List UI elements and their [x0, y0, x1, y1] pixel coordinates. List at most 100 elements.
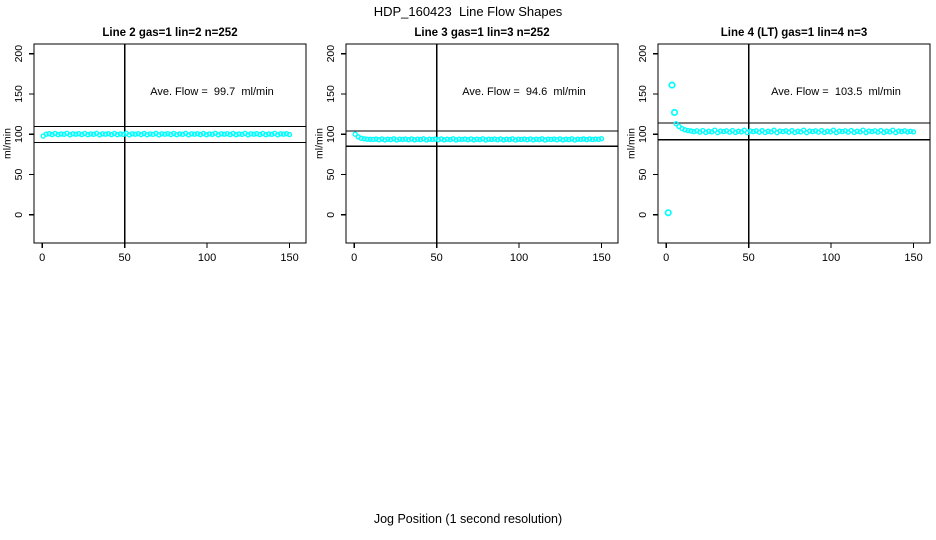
data-point: [283, 130, 290, 137]
data-point: [907, 128, 914, 135]
data-point: [373, 136, 379, 142]
y-tick-label: 0: [13, 212, 25, 218]
data-point: [542, 137, 548, 143]
data-point: [376, 137, 382, 143]
data-point: [572, 137, 578, 143]
y-tick-label: 100: [13, 125, 25, 143]
panel-title-line4: Line 4 (LT) gas=1 lin=4 n=3: [720, 27, 868, 39]
data-point: [673, 121, 679, 127]
data-point: [76, 130, 82, 137]
data-point: [583, 136, 590, 143]
outlier-point: [664, 209, 672, 217]
data-point: [46, 130, 52, 137]
data-point: [545, 136, 551, 142]
x-tick-label: 0: [39, 252, 45, 264]
data-point: [70, 131, 76, 137]
data-point: [438, 136, 444, 142]
x-tick-label: 50: [743, 252, 755, 264]
data-point: [548, 136, 554, 143]
y-tick-label: 100: [325, 125, 337, 143]
data-point: [385, 136, 391, 142]
data-point: [90, 131, 97, 138]
data-point: [405, 137, 412, 143]
x-tick-label: 100: [198, 252, 216, 264]
data-point: [266, 131, 272, 137]
data-point: [824, 128, 831, 134]
data-point: [527, 136, 534, 142]
y-tick-label: 200: [637, 45, 649, 63]
y-tick-label: 200: [325, 45, 337, 63]
data-point: [43, 131, 49, 137]
data-point: [691, 128, 697, 135]
data-point: [248, 131, 254, 137]
data-point: [61, 131, 67, 138]
data-point: [423, 137, 430, 143]
x-tick-label: 0: [663, 252, 669, 264]
data-point: [554, 137, 560, 143]
data-point: [735, 128, 742, 134]
y-tick-label: 50: [325, 169, 337, 181]
x-tick-label: 0: [351, 252, 357, 264]
data-point: [586, 136, 593, 142]
x-tick-label: 150: [904, 252, 922, 264]
data-point: [105, 130, 112, 137]
data-point: [809, 128, 816, 135]
data-point: [135, 130, 141, 137]
y-tick-label: 150: [637, 85, 649, 103]
data-point: [581, 136, 587, 142]
data-point: [147, 131, 153, 137]
data-point: [477, 136, 483, 143]
data-point: [426, 136, 433, 142]
data-point: [209, 131, 216, 138]
data-point: [898, 128, 905, 135]
data-point: [361, 136, 367, 142]
x-tick-label: 150: [592, 252, 610, 264]
data-point: [551, 136, 557, 142]
data-point: [595, 136, 602, 143]
x-tick-label: 150: [280, 252, 298, 264]
data-point: [150, 131, 156, 138]
data-point: [884, 128, 890, 134]
data-point: [402, 136, 409, 142]
y-tick-label: 150: [325, 85, 337, 103]
data-point: [515, 136, 522, 142]
data-point: [352, 131, 358, 137]
data-point: [447, 136, 453, 143]
data-point: [269, 131, 275, 138]
data-point: [367, 136, 373, 143]
data-point: [747, 128, 754, 134]
data-point: [521, 136, 528, 142]
data-point: [506, 136, 513, 143]
data-point: [866, 128, 872, 134]
data-point: [165, 130, 171, 137]
y-tick-label: 50: [637, 169, 649, 181]
data-point: [411, 137, 418, 143]
data-point: [408, 136, 415, 142]
data-point: [486, 136, 492, 142]
plot-box: [657, 43, 931, 244]
data-point: [456, 136, 462, 142]
data-point: [73, 131, 79, 137]
panel-title-line2: Line 2 gas=1 lin=2 n=252: [102, 27, 238, 39]
data-point: [589, 136, 596, 143]
data-point: [364, 136, 370, 142]
data-point: [162, 131, 168, 137]
data-point: [518, 136, 525, 143]
main-title: HDP_160423 Line Flow Shapes: [373, 4, 563, 19]
data-point: [286, 131, 293, 138]
data-point: [277, 131, 284, 137]
x-axis-label: Jog Position (1 second resolution): [373, 512, 563, 526]
data-point: [688, 128, 694, 134]
data-point: [179, 131, 186, 138]
x-tick-label: 100: [510, 252, 528, 264]
data-point: [206, 131, 213, 137]
y-tick-label: 100: [637, 125, 649, 143]
data-point: [177, 131, 183, 137]
data-point: [114, 132, 121, 138]
data-point: [453, 137, 459, 143]
data-point: [251, 131, 257, 137]
data-point: [497, 136, 504, 142]
data-point: [417, 136, 424, 143]
data-point: [85, 132, 91, 138]
